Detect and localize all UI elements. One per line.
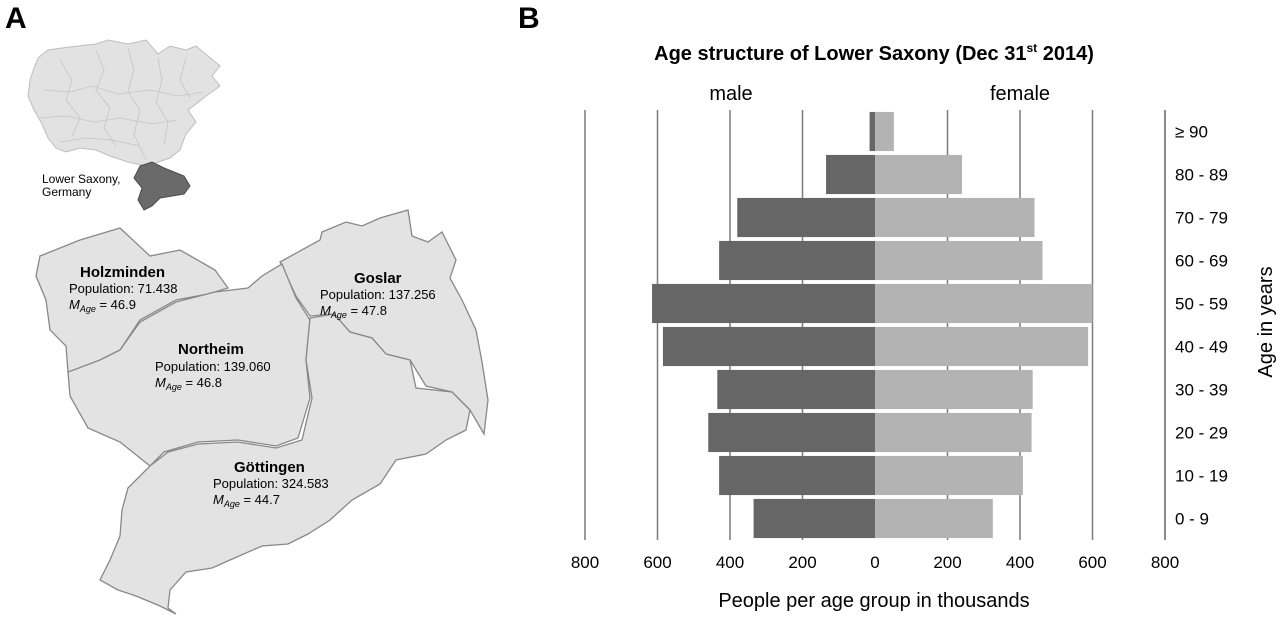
age-group-label: 20 - 29 [1175, 424, 1228, 443]
x-tick-label: 800 [1151, 553, 1179, 572]
age-group-label: 50 - 59 [1175, 295, 1228, 314]
x-tick-label: 600 [1078, 553, 1106, 572]
age-group-label: 30 - 39 [1175, 381, 1228, 400]
inset-label-line1: Lower Saxony, [42, 172, 121, 186]
age-group-label: 70 - 79 [1175, 209, 1228, 228]
district-median-age: MAge = 47.8 [320, 303, 387, 320]
x-axis-tick-labels: 800 600 400 200 0 200 400 600 800 [571, 553, 1179, 572]
district-gottingen [99, 313, 471, 615]
district-name: Northeim [178, 341, 244, 358]
female-side-label: female [990, 83, 1050, 105]
female-bar [875, 326, 1089, 367]
x-tick-label: 600 [643, 553, 671, 572]
x-tick-label: 200 [933, 553, 961, 572]
district-name: Goslar [354, 270, 402, 287]
district-label-goslar: Goslar Population: 137.256 MAge = 47.8 [320, 270, 436, 320]
female-bar [875, 197, 1035, 238]
district-map [35, 209, 489, 615]
district-median-age: MAge = 44.7 [213, 492, 280, 509]
age-group-label: 40 - 49 [1175, 338, 1228, 357]
male-bar [652, 283, 875, 324]
y-axis-title: Age in years [1255, 266, 1277, 377]
district-northeim [67, 263, 311, 467]
district-median-age: MAge = 46.9 [69, 297, 136, 314]
panel-b-letter: B [518, 2, 540, 35]
district-label-holzminden: Holzminden Population: 71.438 MAge = 46.… [69, 264, 177, 314]
male-bar [737, 197, 875, 238]
female-bar [875, 154, 962, 195]
x-tick-label: 400 [1006, 553, 1034, 572]
x-axis-title: People per age group in thousands [718, 590, 1029, 612]
age-group-label: 80 - 89 [1175, 166, 1228, 185]
x-tick-label: 0 [870, 553, 879, 572]
male-bar [753, 498, 875, 539]
female-bar [875, 369, 1033, 410]
x-tick-label: 800 [571, 553, 599, 572]
age-group-label: ≥ 90 [1175, 123, 1208, 142]
district-label-northeim: Northeim Population: 139.060 MAge = 46.8 [155, 341, 271, 392]
chart-bars [652, 111, 1093, 539]
male-bar [826, 154, 875, 195]
age-group-label: 0 - 9 [1175, 510, 1209, 529]
male-bar [717, 369, 875, 410]
female-bar [875, 283, 1093, 324]
male-bar [662, 326, 875, 367]
age-group-label: 10 - 19 [1175, 467, 1228, 486]
district-holzminden [35, 227, 230, 373]
female-bar [875, 240, 1043, 281]
male-side-label: male [709, 83, 752, 105]
male-bar [869, 111, 875, 152]
district-population: Population: 137.256 [320, 287, 436, 302]
female-bar [875, 412, 1032, 453]
district-median-age: MAge = 46.8 [155, 375, 222, 392]
female-bar [875, 111, 894, 152]
age-group-labels: ≥ 90 80 - 89 70 - 79 60 - 69 50 - 59 40 - 49 3… [1175, 123, 1228, 529]
district-population: Population: 139.060 [155, 359, 271, 374]
district-name: Göttingen [234, 459, 305, 476]
female-bar [875, 455, 1023, 496]
lower-saxony-inset-map: Lower Saxony, Germany [27, 39, 221, 211]
male-bar [719, 240, 875, 281]
inset-inner-borders [39, 47, 205, 161]
age-group-label: 60 - 69 [1175, 252, 1228, 271]
female-bar [875, 498, 993, 539]
inset-label-line2: Germany [42, 185, 91, 199]
district-population: Population: 324.583 [213, 476, 329, 491]
chart-title: Age structure of Lower Saxony (Dec 31st … [654, 41, 1094, 65]
x-tick-label: 200 [788, 553, 816, 572]
male-bar [719, 455, 875, 496]
male-bar [708, 412, 875, 453]
inset-highlight-region [133, 161, 191, 211]
district-label-gottingen: Göttingen Population: 324.583 MAge = 44.… [213, 459, 329, 509]
x-tick-label: 400 [716, 553, 744, 572]
lower-saxony-outline [27, 39, 221, 167]
district-population: Population: 71.438 [69, 281, 177, 296]
panel-a-letter: A [5, 2, 27, 35]
district-name: Holzminden [80, 264, 165, 281]
